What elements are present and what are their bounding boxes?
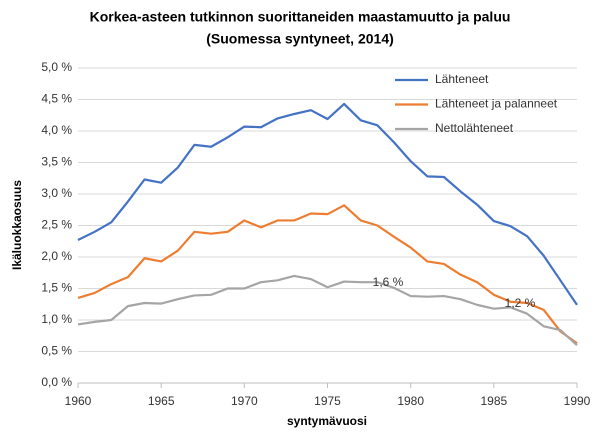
chart-title: Korkea-asteen tutkinnon suorittaneiden m…	[90, 9, 511, 25]
legend-label: Nettolähteneet	[435, 121, 514, 135]
x-tick-label: 1970	[231, 394, 258, 408]
legend-label: Lähteneet ja palanneet	[435, 97, 558, 111]
annotation: 1,6 %	[373, 275, 404, 289]
y-tick-label: 1,5 %	[41, 281, 72, 295]
x-tick-label: 1980	[397, 394, 424, 408]
y-tick-label: 0,0 %	[41, 375, 72, 389]
x-tick-label: 1990	[564, 394, 591, 408]
chart-subtitle: (Suomessa syntyneet, 2014)	[206, 31, 394, 47]
y-tick-label: 4,5 %	[41, 92, 72, 106]
series-line	[77, 102, 578, 306]
y-tick-label: 3,5 %	[41, 155, 72, 169]
legend-label: Lähteneet	[435, 72, 489, 86]
y-tick-label: 3,0 %	[41, 186, 72, 200]
y-tick-label: 2,5 %	[41, 218, 72, 232]
x-tick-label: 1965	[148, 394, 175, 408]
y-tick-label: 2,0 %	[41, 249, 72, 263]
x-axis-title: syntymävuosi	[287, 414, 367, 428]
annotation: 1,2 %	[505, 296, 536, 310]
y-tick-label: 0,5 %	[41, 344, 72, 358]
series-line	[77, 274, 578, 347]
x-tick-label: 1975	[314, 394, 341, 408]
y-tick-label: 4,0 %	[41, 123, 72, 137]
y-axis-title: Ikäluokkaosuus	[10, 180, 24, 270]
y-tick-label: 1,0 %	[41, 312, 72, 326]
series-line	[77, 204, 578, 345]
y-tick-label: 5,0 %	[41, 60, 72, 74]
x-tick-label: 1960	[65, 394, 92, 408]
x-tick-label: 1985	[480, 394, 507, 408]
